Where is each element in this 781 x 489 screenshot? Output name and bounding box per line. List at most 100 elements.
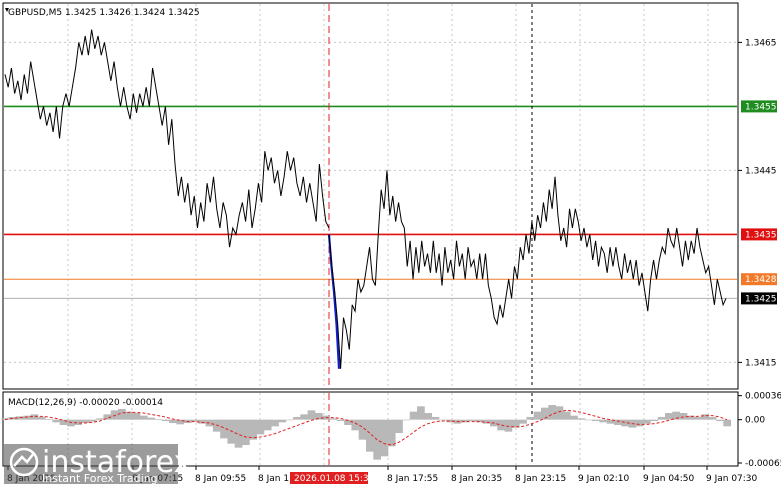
highlight-time-tag [290,472,368,484]
macd-bar [278,419,287,423]
price-axis: 1.3465 1.3445 1.3415 [738,38,777,368]
macd-bar [285,419,294,421]
time-tick-label: 8 Jan 23:15 [515,474,566,484]
macd-bar [300,414,309,420]
price-series [4,29,727,369]
macd-bar [293,417,301,420]
time-tick-label: 8 Jan 1 [258,474,289,484]
macd-bar [548,405,557,420]
macd-bar [366,419,374,452]
macd-bar [110,410,119,420]
price-line-before [4,29,330,248]
macd-bar [198,419,206,424]
macd-bar [314,413,323,420]
macd-bar [212,419,221,432]
macd-bar [665,413,673,420]
macd-bar [606,419,615,424]
time-tick-label: 8 Jan 09:55 [195,474,246,484]
macd-bar [431,417,440,420]
macd-bar [686,415,695,420]
macd-bar [657,417,666,420]
macd-bar [424,413,433,420]
price-tick-label: 1.3415 [745,358,777,368]
macd-bar [242,419,250,445]
macd-label: MACD(12,26,9) -0.00020 -0.00014 [8,398,163,408]
price-line-after [328,170,727,369]
macd-bar [497,419,505,431]
macd-bar [249,419,258,440]
price-tick-label: 1.3445 [745,166,777,176]
macd-bar [139,415,148,420]
macd-bar [161,419,170,421]
price-levels: 1.3455 1.3435 1.3428 1.3425 [4,100,777,305]
macd-bar [570,415,578,420]
level-tag [741,228,777,241]
price-tick-label: 1.3465 [745,38,777,48]
highlight-time-label: 2026.01.08 15:30 [294,474,375,484]
time-tick-label: 9 Jan 07:30 [706,474,758,484]
macd-bar [650,419,659,421]
level-tag-label: 1.3455 [745,102,777,112]
grid [4,4,737,465]
macd-bar [613,419,622,425]
macd-bar [15,416,24,420]
macd-bar [358,419,367,440]
macd-axis: 0.00036 0.00 -0.00065 [738,392,781,469]
macd-bar [154,419,163,420]
macd-bar [52,419,61,423]
macd-bar [30,414,39,420]
macd-bar [701,414,710,420]
macd-bar [380,419,389,457]
macd-bar [562,411,571,420]
time-tick-label: 8 Jan 20:35 [451,474,502,484]
level-tag-label: 1.3428 [745,275,777,285]
macd-bar [504,419,513,432]
level-tag-label: 1.3425 [745,294,777,304]
main-chart-frame [2,2,739,390]
collapse-triangle-icon[interactable] [5,8,9,12]
macd-bar [256,419,265,435]
macd-bar [555,406,564,420]
macd-bar [96,418,104,420]
macd-bar [387,419,396,447]
chart-title: GBPUSD,M5 1.3425 1.3426 1.3424 1.3425 [8,8,200,18]
level-tag [741,292,777,305]
macd-tick-label: 0.00036 [745,392,781,402]
macd-bar [263,419,272,431]
time-tick-label: 9 Jan 02:10 [578,474,630,484]
level-tag [741,100,777,113]
macd-bar [599,419,608,423]
macd-bar [694,417,702,420]
macd-tick-label: -0.00065 [745,459,781,469]
macd-bar [482,419,491,424]
macd-bar [147,417,155,420]
macd-bar [74,419,82,425]
macd-bar [66,419,75,427]
macd-bar [621,419,629,427]
macd-tick-label: 0.00 [745,416,765,426]
macd-bar [541,407,549,420]
macd-bar [446,419,454,423]
macd-bar [577,418,586,420]
macd-bar [708,417,717,420]
macd-bar [643,419,651,424]
macd-bar [344,419,352,425]
logo-mark-icon [9,447,39,477]
macd-bar [37,417,46,420]
macd-bar [176,419,185,425]
macd-bar [307,410,316,420]
macd-bar [88,419,97,422]
macd-bar [716,419,724,421]
macd-bar [672,411,680,420]
macd-bar [59,419,68,425]
macd-signal-line [4,409,728,446]
macd-bar [227,419,236,444]
macd-bar [584,419,593,421]
macd-bar [103,414,112,420]
macd-bar [220,419,228,439]
macd-bar [468,419,476,421]
macd-bar [169,419,177,423]
macd-bar [679,413,688,420]
level-tag-label: 1.3435 [745,230,777,240]
